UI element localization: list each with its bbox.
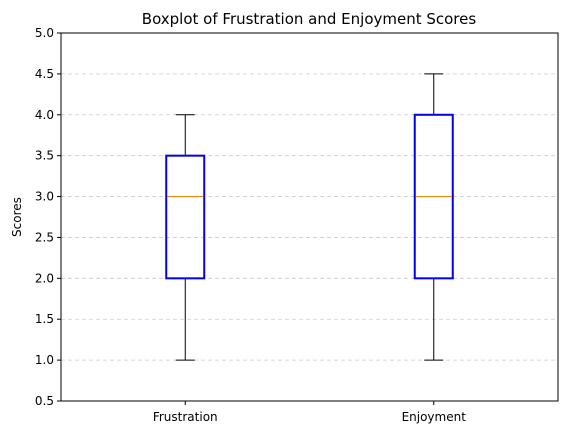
x-tick-label: Enjoyment	[402, 410, 467, 424]
boxes	[165, 73, 454, 361]
box-enjoyment	[413, 73, 454, 361]
y-tick-label: 1.5	[35, 312, 54, 326]
box-frustration	[165, 114, 206, 361]
chart-title: Boxplot of Frustration and Enjoyment Sco…	[142, 10, 477, 28]
y-tick-label: 3.0	[35, 190, 54, 204]
y-tick-label: 0.5	[35, 394, 54, 408]
y-tick-label: 4.0	[35, 108, 54, 122]
y-tick-label: 5.0	[35, 26, 54, 40]
y-tick-label: 2.5	[35, 230, 54, 244]
x-axis-ticks: Frustration Enjoyment	[153, 401, 466, 424]
y-axis-label: Scores	[10, 197, 24, 237]
plot-area-frame	[60, 32, 559, 402]
x-tick-label: Frustration	[153, 410, 218, 424]
y-tick-label: 3.5	[35, 149, 54, 163]
y-tick-label: 2.0	[35, 271, 54, 285]
box-body	[413, 113, 454, 280]
grid-lines	[61, 73, 558, 361]
y-tick-label: 4.5	[35, 67, 54, 81]
box-body	[165, 154, 206, 280]
y-axis-ticks: 0.5 1.0 1.5 2.0 2.5 3.0 3.5 4.0 4.5 5.0	[35, 26, 61, 408]
y-tick-label: 1.0	[35, 353, 54, 367]
